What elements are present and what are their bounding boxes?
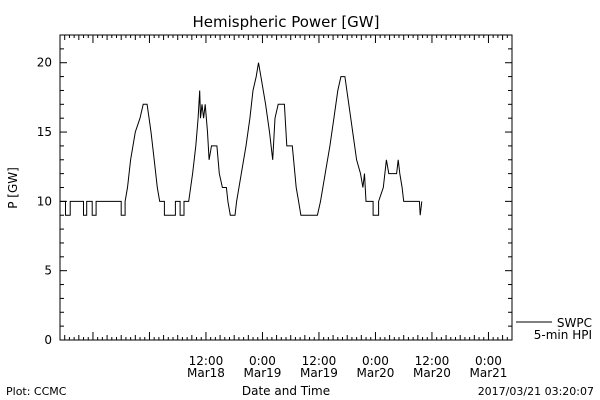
x-tick-label-date: Mar21 xyxy=(469,366,507,380)
y-axis: 0 5 10 15 20 xyxy=(37,34,512,347)
x-tick-label-date: Mar18 xyxy=(187,366,225,380)
legend-label-line1: SWPC xyxy=(557,316,592,330)
x-tick-label-time: 0:00 xyxy=(362,354,389,368)
x-tick-label-time: 12:00 xyxy=(302,354,337,368)
footer-timestamp: 2017/03/21 03:20:07 xyxy=(478,385,594,398)
legend: SWPC 5-min HPI xyxy=(516,316,592,342)
y-axis-label: P [GW] xyxy=(6,167,20,209)
x-tick-label-time: 0:00 xyxy=(475,354,502,368)
x-tick-label-time: 12:00 xyxy=(189,354,224,368)
x-tick-label-date: Mar19 xyxy=(300,366,338,380)
x-tick-label-date: Mar20 xyxy=(356,366,394,380)
footer-plot-credit: Plot: CCMC xyxy=(6,385,67,398)
x-tick-label-time: 12:00 xyxy=(415,354,450,368)
chart-title: Hemispheric Power [GW] xyxy=(193,13,380,31)
y-tick-label: 10 xyxy=(37,194,52,208)
y-tick-label: 15 xyxy=(37,125,52,139)
legend-label-line2: 5-min HPI xyxy=(534,328,592,342)
x-tick-label-time: 0:00 xyxy=(249,354,276,368)
x-axis: 12:00Mar180:00Mar1912:00Mar190:00Mar2012… xyxy=(59,35,513,380)
x-axis-label: Date and Time xyxy=(242,384,330,398)
x-tick-label-date: Mar20 xyxy=(413,366,451,380)
y-tick-label: 0 xyxy=(44,333,52,347)
series-line-hpi xyxy=(60,62,423,216)
y-tick-label: 5 xyxy=(44,264,52,278)
y-tick-label: 20 xyxy=(37,56,52,70)
x-tick-label-date: Mar19 xyxy=(243,366,281,380)
series-layer xyxy=(60,62,423,216)
